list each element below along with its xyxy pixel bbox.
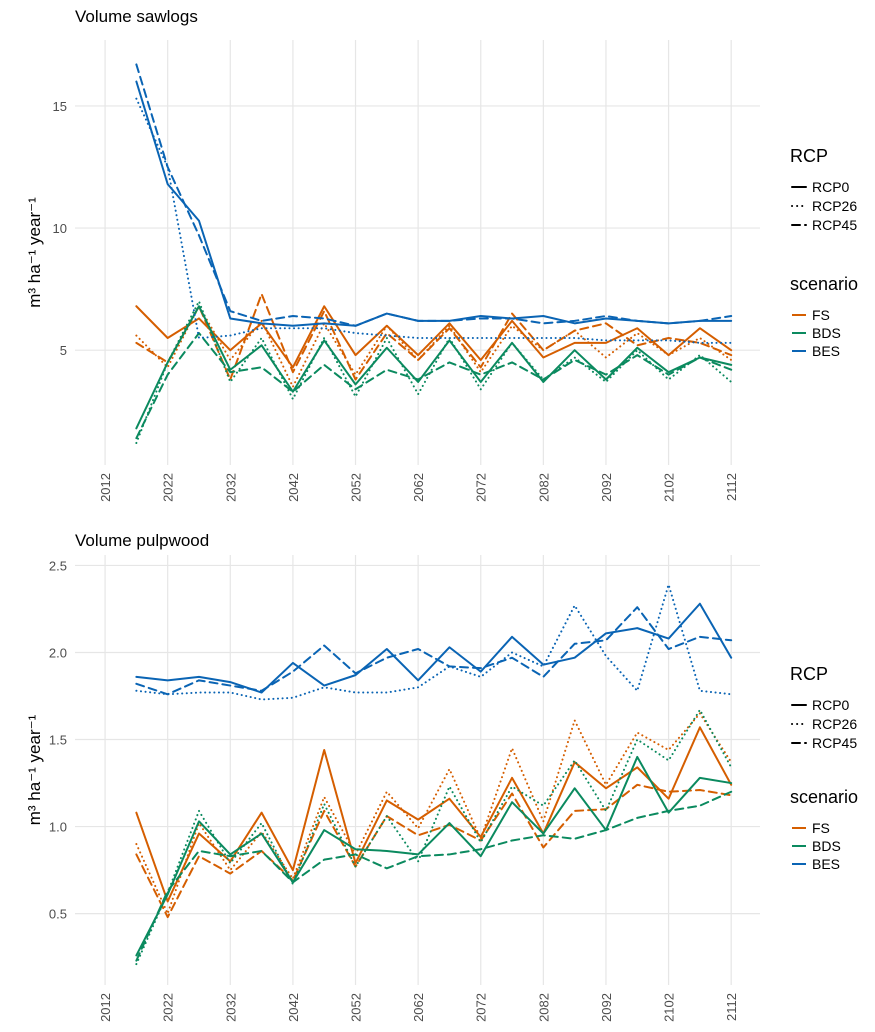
x-tick-label: 2022: [161, 473, 176, 502]
y-tick-label: 2.0: [49, 645, 67, 660]
legend-title: scenario: [790, 274, 858, 294]
series-line: [135, 708, 733, 966]
legend-label: BDS: [812, 325, 841, 341]
y-tick-label: 2.5: [49, 558, 67, 573]
series-line: [135, 755, 733, 957]
series-line: [135, 80, 733, 327]
x-tick-label: 2102: [662, 473, 677, 502]
y-axis-label: m³ ha⁻¹ year⁻¹: [25, 197, 44, 308]
y-tick-label: 15: [53, 99, 67, 114]
legend-label: BDS: [812, 838, 841, 854]
legend-title: RCP: [790, 146, 828, 166]
x-tick-label: 2032: [223, 473, 238, 502]
x-tick-label: 2102: [662, 993, 677, 1022]
x-tick-label: 2072: [474, 473, 489, 502]
x-tick-label: 2082: [536, 473, 551, 502]
series-line: [135, 606, 733, 696]
legend-label: FS: [812, 820, 830, 836]
legend-label: RCP45: [812, 735, 857, 751]
x-tick-label: 2012: [98, 993, 113, 1022]
series-line: [135, 305, 733, 369]
series-line: [135, 783, 733, 919]
series-line: [135, 583, 733, 701]
series-line: [135, 790, 733, 962]
x-tick-label: 2042: [286, 473, 301, 502]
series-line: [135, 602, 733, 694]
x-tick-label: 2092: [599, 473, 614, 502]
legend-label: RCP26: [812, 716, 857, 732]
x-tick-label: 2022: [161, 993, 176, 1022]
legend-label: FS: [812, 307, 830, 323]
y-tick-label: 1.5: [49, 733, 67, 748]
x-tick-label: 2112: [724, 473, 739, 501]
x-tick-label: 2032: [223, 993, 238, 1022]
series-line: [135, 712, 733, 915]
legend-label: BES: [812, 856, 840, 872]
y-axis-label: m³ ha⁻¹ year⁻¹: [25, 714, 44, 825]
legend-title: scenario: [790, 787, 858, 807]
legend-label: RCP26: [812, 198, 857, 214]
series-line: [135, 332, 733, 440]
series-line: [135, 63, 733, 327]
y-tick-label: 10: [53, 221, 67, 236]
legend-label: BES: [812, 343, 840, 359]
legend-label: RCP0: [812, 697, 850, 713]
x-tick-label: 2112: [724, 993, 739, 1021]
y-tick-label: 5: [60, 343, 67, 358]
chart-title: Volume pulpwood: [75, 531, 209, 550]
legend-label: RCP0: [812, 179, 850, 195]
x-tick-label: 2042: [286, 993, 301, 1022]
x-tick-label: 2052: [349, 993, 364, 1022]
legend-title: RCP: [790, 664, 828, 684]
y-tick-label: 0.5: [49, 907, 67, 922]
x-tick-label: 2092: [599, 993, 614, 1022]
x-tick-label: 2062: [411, 473, 426, 502]
series-line: [135, 726, 733, 903]
x-tick-label: 2052: [349, 473, 364, 502]
series-line: [135, 305, 733, 430]
x-tick-label: 2082: [536, 993, 551, 1022]
x-tick-label: 2062: [411, 993, 426, 1022]
y-tick-label: 1.0: [49, 820, 67, 835]
chart-title: Volume sawlogs: [75, 7, 198, 26]
x-tick-label: 2012: [98, 473, 113, 502]
x-tick-label: 2072: [474, 993, 489, 1022]
legend-label: RCP45: [812, 217, 857, 233]
series-line: [135, 300, 733, 445]
series-line: [135, 305, 733, 388]
series-line: [135, 97, 733, 344]
